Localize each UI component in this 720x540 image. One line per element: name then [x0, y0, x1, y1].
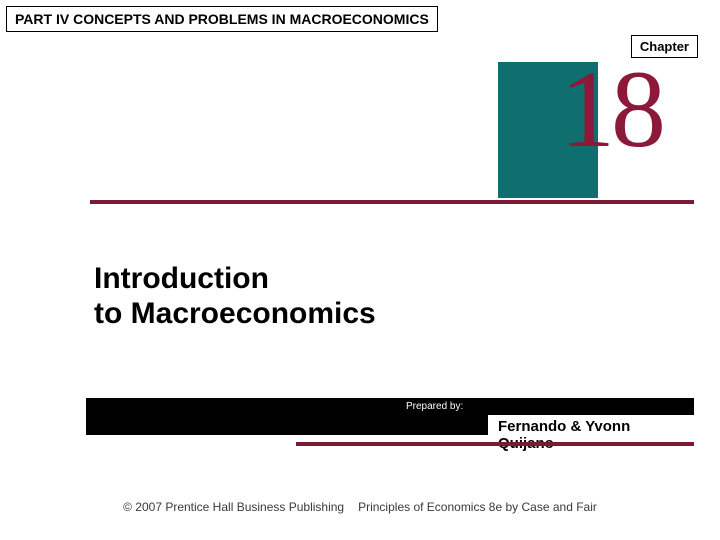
- authors: Fernando & Yvonn Quijano: [488, 415, 694, 456]
- title-line-1: Introduction: [94, 262, 376, 297]
- book-title: Principles of Economics 8e by Case and F…: [358, 500, 597, 514]
- prepared-by-label: Prepared by:: [406, 401, 463, 412]
- divider-bottom: [296, 442, 694, 446]
- slide: PART IV CONCEPTS AND PROBLEMS IN MACROEC…: [0, 0, 720, 540]
- footer: © 2007 Prentice Hall Business Publishing…: [0, 500, 720, 514]
- title-line-2: to Macroeconomics: [94, 297, 376, 332]
- chapter-title: Introduction to Macroeconomics: [94, 262, 376, 331]
- chapter-number: 18: [560, 54, 662, 164]
- divider-top: [90, 200, 694, 204]
- part-header: PART IV CONCEPTS AND PROBLEMS IN MACROEC…: [6, 6, 438, 32]
- copyright-text: © 2007 Prentice Hall Business Publishing: [123, 500, 344, 514]
